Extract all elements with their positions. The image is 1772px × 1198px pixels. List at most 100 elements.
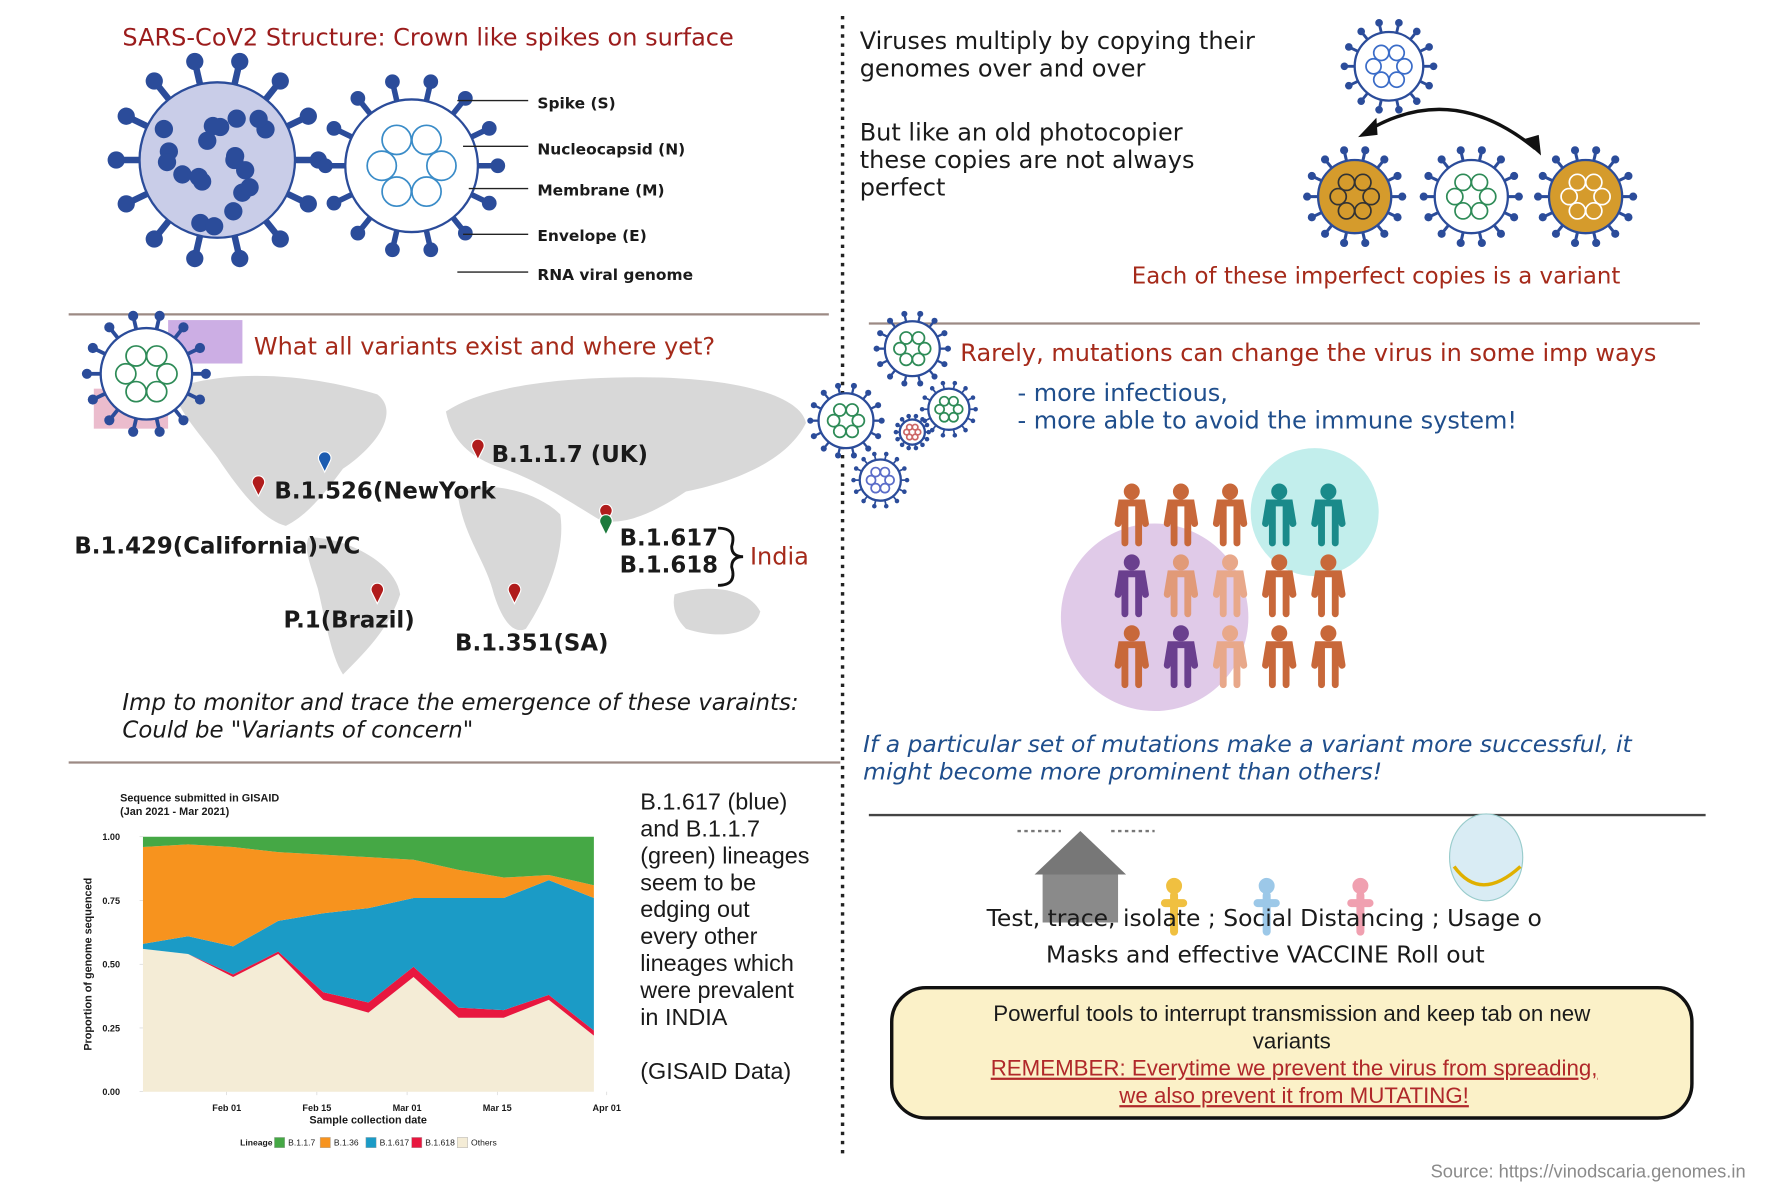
chart-text: Lineage <box>240 1137 273 1147</box>
virus-icon <box>318 74 506 258</box>
spike-tip <box>919 406 925 412</box>
genome <box>952 403 964 415</box>
genome <box>1454 201 1472 220</box>
brace <box>717 526 744 587</box>
text: India <box>750 543 809 571</box>
person-body <box>1212 570 1248 618</box>
spike-tip <box>875 402 882 409</box>
spike-tip <box>1425 81 1433 90</box>
spike-tip <box>865 445 872 452</box>
genome <box>911 423 919 431</box>
spike-tip <box>906 445 911 451</box>
spike-tip <box>457 90 473 106</box>
spike-tip <box>970 395 976 400</box>
protein <box>227 109 246 128</box>
spike-tip <box>1496 155 1505 164</box>
genome <box>845 403 860 417</box>
person-head <box>1172 554 1189 571</box>
virus-icon <box>1419 146 1523 248</box>
spike-tip <box>883 451 889 457</box>
spike-tip <box>913 445 919 451</box>
person-body <box>1163 641 1199 689</box>
text: Each of these imperfect copies is a vari… <box>1132 263 1621 289</box>
capsule <box>344 98 480 234</box>
genome <box>870 482 882 494</box>
protein <box>192 172 212 191</box>
spike-tip <box>851 477 856 483</box>
spike-tip <box>1375 19 1383 27</box>
spike-tip <box>1380 229 1389 238</box>
spike-tip <box>1477 146 1486 155</box>
text: Source: https://vinodscaria.genomes.in <box>1431 1160 1746 1181</box>
spike-tip <box>117 107 135 125</box>
person-body <box>1114 570 1149 618</box>
spike-tip <box>1357 97 1365 105</box>
spike-tip <box>865 389 872 396</box>
spike-tip <box>1437 155 1446 164</box>
australia <box>673 588 761 635</box>
legend-swatch <box>274 1137 285 1148</box>
spike-tip <box>1380 155 1389 164</box>
spike-tip <box>1477 238 1486 248</box>
text: - more able to avoid the immune system! <box>1017 407 1517 435</box>
text: B.1.1.7 (UK) <box>492 442 648 468</box>
spike-tip <box>941 361 948 368</box>
spike-tip <box>940 380 946 386</box>
area <box>142 948 594 1092</box>
text: every other <box>640 923 757 949</box>
reminder-box <box>890 985 1694 1120</box>
spike-tip <box>1320 155 1330 164</box>
spike-tip <box>917 310 924 317</box>
person-head <box>1123 625 1140 642</box>
spike-tip <box>917 380 924 387</box>
virus-icon <box>807 382 885 459</box>
spike-tip <box>145 230 163 248</box>
protein <box>154 119 174 139</box>
text: were prevalent <box>639 977 794 1003</box>
spike-tip <box>810 402 817 409</box>
genome <box>425 150 457 182</box>
text: Powerful tools to interrupt transmission… <box>993 1001 1591 1026</box>
spike-tip <box>963 427 968 433</box>
spike-tip <box>973 406 978 412</box>
spike-tip <box>1340 146 1349 155</box>
capsule <box>1316 158 1393 235</box>
spike-tip <box>1340 62 1349 71</box>
spike-tip <box>850 382 857 389</box>
text: (green) lineages <box>640 842 809 868</box>
spike-tip <box>1395 19 1403 27</box>
text: - more infectious, <box>1017 379 1227 407</box>
area <box>142 844 594 947</box>
spike-tip <box>1344 43 1353 51</box>
map-pin <box>599 514 613 537</box>
text: B.1.526(NewYork <box>274 478 496 504</box>
spike-tip <box>117 195 135 213</box>
y-tick-label: 1.00 <box>102 832 120 842</box>
genome <box>1478 187 1497 206</box>
capsule <box>883 320 941 378</box>
text: B.1.617 (blue) <box>640 788 787 814</box>
spike-tip <box>1340 238 1349 248</box>
person-head <box>1222 625 1239 642</box>
spike-tip <box>481 120 497 136</box>
spike-tip <box>326 195 342 211</box>
genome <box>366 150 398 182</box>
genome <box>1560 187 1579 206</box>
person-body <box>1262 499 1297 547</box>
spike-tip <box>904 477 910 483</box>
text: perfect <box>860 173 946 201</box>
spike-tip <box>1393 213 1402 222</box>
map-pin <box>471 438 485 461</box>
spike-tip <box>1570 146 1580 155</box>
spike-tip <box>1611 155 1620 164</box>
spike-tip <box>899 417 905 422</box>
spike-tip <box>913 413 919 419</box>
text: seem to be <box>640 869 756 895</box>
spike-tip <box>128 310 139 321</box>
person-body <box>1114 499 1149 547</box>
genome <box>1470 173 1489 192</box>
text: these copies are not always <box>860 146 1195 174</box>
capsule <box>99 326 194 421</box>
capsule <box>898 418 927 446</box>
